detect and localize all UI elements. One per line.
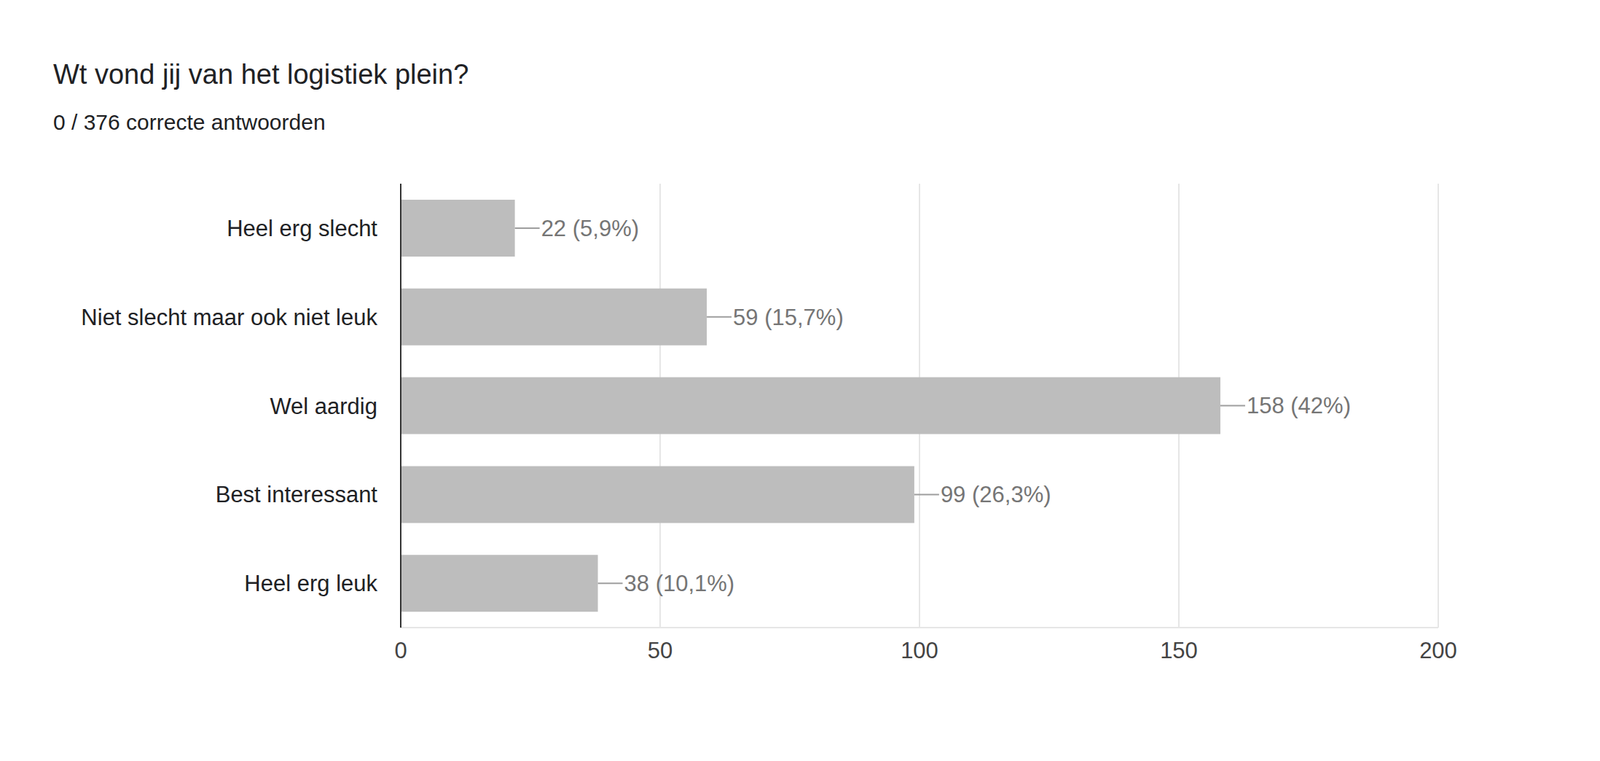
svg-text:22 (5,9%): 22 (5,9%) [541, 215, 639, 242]
svg-text:Heel erg slecht: Heel erg slecht [226, 215, 378, 242]
svg-text:Niet slecht maar ook niet leuk: Niet slecht maar ook niet leuk [80, 304, 378, 331]
svg-text:38 (10,1%): 38 (10,1%) [624, 570, 736, 596]
svg-text:100: 100 [900, 637, 939, 664]
svg-text:0: 0 [394, 637, 407, 664]
svg-text:158 (42%): 158 (42%) [1246, 392, 1351, 419]
html-text:Wt vond jij van het logistiek: Wt vond jij van het logistiek plein? [53, 59, 469, 90]
svg-text:Wel aardig: Wel aardig [269, 393, 378, 419]
html-text:0 / 376 correcte antwoorden: 0 / 376 correcte antwoorden [53, 110, 326, 135]
svg-text:50: 50 [647, 637, 673, 664]
svg-text:99 (26,3%): 99 (26,3%) [940, 481, 1052, 508]
svg-text:Best interessant: Best interessant [215, 481, 379, 508]
svg-text:150: 150 [1159, 637, 1198, 664]
svg-text:Heel erg leuk: Heel erg leuk [244, 570, 378, 596]
svg-text:200: 200 [1419, 637, 1458, 664]
svg-text:59 (15,7%): 59 (15,7%) [732, 304, 844, 331]
